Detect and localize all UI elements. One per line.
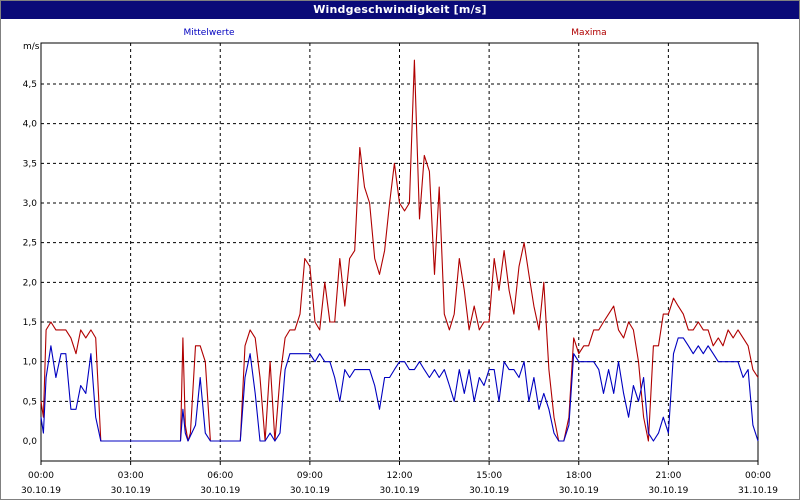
y-tick-label: 1,0 bbox=[23, 358, 38, 368]
y-tick-label: 2,0 bbox=[23, 278, 38, 288]
y-axis-label: m/s bbox=[23, 42, 40, 52]
series-line-mittelwerte bbox=[40, 337, 759, 442]
legend-maxima: Maxima bbox=[571, 28, 606, 38]
x-tick-time: 15:00 bbox=[476, 471, 502, 481]
y-tick-label: 3,5 bbox=[23, 159, 37, 169]
x-tick-time: 06:00 bbox=[207, 471, 233, 481]
grid-lines bbox=[41, 43, 758, 461]
series-lines bbox=[40, 59, 759, 442]
y-tick-label: 0,5 bbox=[23, 397, 37, 407]
x-tick-date: 30.10.19 bbox=[379, 486, 419, 496]
x-tick-date: 30.10.19 bbox=[111, 486, 151, 496]
x-axis-ticks: 00:00 30.10.19 03:00 30.10.19 06:00 30.10.19 0… bbox=[21, 461, 778, 496]
y-tick-label: 4,5 bbox=[23, 80, 37, 90]
x-tick-time: 21:00 bbox=[655, 471, 681, 481]
x-tick-date: 30.10.19 bbox=[648, 486, 688, 496]
x-tick-time: 00:00 bbox=[745, 471, 771, 481]
chart-title: Windgeschwindigkeit [m/s] bbox=[1, 1, 799, 19]
x-tick-time: 18:00 bbox=[566, 471, 592, 481]
legend-mittelwerte: Mittelwerte bbox=[183, 28, 234, 38]
x-tick-time: 00:00 bbox=[28, 471, 54, 481]
x-tick-time: 12:00 bbox=[387, 471, 413, 481]
x-tick-date: 30.10.19 bbox=[21, 486, 61, 496]
y-tick-label: 3,0 bbox=[23, 199, 38, 209]
x-tick-time: 09:00 bbox=[297, 471, 323, 481]
y-tick-label: 2,5 bbox=[23, 239, 37, 249]
x-tick-date: 30.10.19 bbox=[290, 486, 330, 496]
x-tick-date: 30.10.19 bbox=[469, 486, 509, 496]
y-tick-label: 4,0 bbox=[23, 120, 38, 130]
x-tick-date: 31.10.19 bbox=[738, 486, 778, 496]
y-tick-label: 1,5 bbox=[23, 318, 37, 328]
x-tick-date: 30.10.19 bbox=[559, 486, 599, 496]
y-tick-label: 0,0 bbox=[23, 437, 38, 447]
y-axis-ticks: 0,0 0,5 1,0 1,5 2,0 2,5 3,0 3,5 4,0 4,5 bbox=[23, 80, 38, 447]
x-tick-date: 30.10.19 bbox=[200, 486, 240, 496]
x-tick-time: 03:00 bbox=[118, 471, 144, 481]
